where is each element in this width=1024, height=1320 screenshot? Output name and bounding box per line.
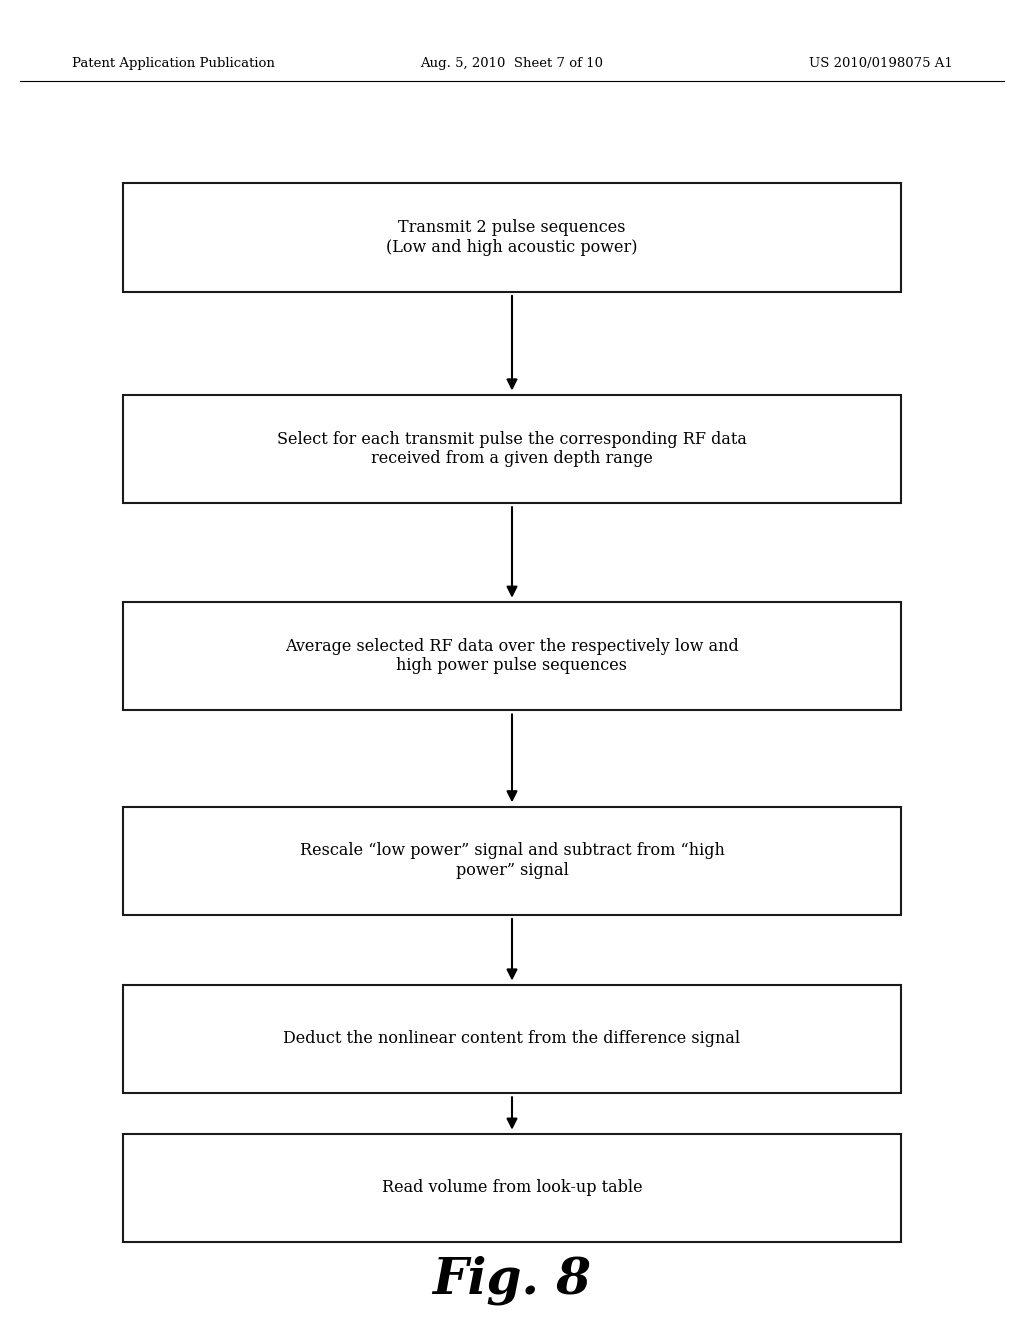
Text: US 2010/0198075 A1: US 2010/0198075 A1 [809, 57, 952, 70]
Text: Patent Application Publication: Patent Application Publication [72, 57, 274, 70]
FancyBboxPatch shape [123, 985, 901, 1093]
Text: Rescale “low power” signal and subtract from “high
power” signal: Rescale “low power” signal and subtract … [300, 842, 724, 879]
FancyBboxPatch shape [123, 395, 901, 503]
Text: Select for each transmit pulse the corresponding RF data
received from a given d: Select for each transmit pulse the corre… [278, 430, 746, 467]
FancyBboxPatch shape [123, 1134, 901, 1242]
FancyBboxPatch shape [123, 183, 901, 292]
FancyBboxPatch shape [123, 807, 901, 915]
FancyBboxPatch shape [123, 602, 901, 710]
Text: Read volume from look-up table: Read volume from look-up table [382, 1180, 642, 1196]
Text: Transmit 2 pulse sequences
(Low and high acoustic power): Transmit 2 pulse sequences (Low and high… [386, 219, 638, 256]
Text: Deduct the nonlinear content from the difference signal: Deduct the nonlinear content from the di… [284, 1031, 740, 1047]
Text: Average selected RF data over the respectively low and
high power pulse sequence: Average selected RF data over the respec… [285, 638, 739, 675]
Text: Fig. 8: Fig. 8 [432, 1255, 592, 1305]
Text: Aug. 5, 2010  Sheet 7 of 10: Aug. 5, 2010 Sheet 7 of 10 [421, 57, 603, 70]
